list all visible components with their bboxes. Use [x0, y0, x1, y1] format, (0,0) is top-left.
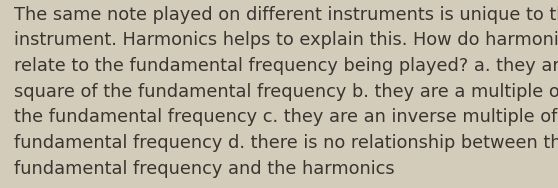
- Text: The same note played on different instruments is unique to the
instrument. Harmo: The same note played on different instru…: [14, 6, 558, 178]
